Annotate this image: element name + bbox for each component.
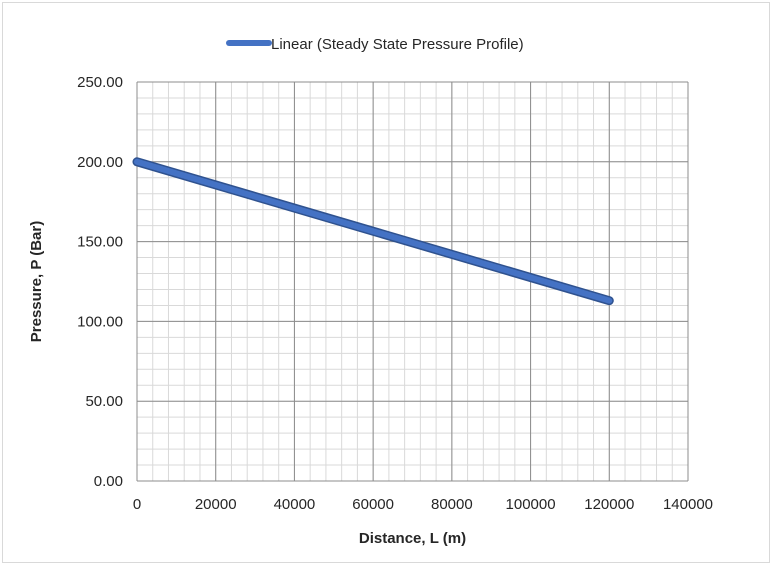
y-tick-label: 150.00 — [77, 234, 123, 251]
legend: Linear (Steady State Pressure Profile) — [226, 36, 524, 53]
legend-label: Linear (Steady State Pressure Profile) — [271, 36, 524, 53]
y-tick-label: 250.00 — [77, 74, 123, 91]
plot-series — [132, 157, 614, 306]
x-tick-label: 140000 — [663, 496, 713, 513]
axes: 0 20000 40000 60000 80000 100000 120000 140000 0… — [77, 74, 713, 513]
y-tick-label: 100.00 — [77, 313, 123, 330]
x-tick-label: 40000 — [274, 496, 316, 513]
y-tick-label: 0.00 — [94, 473, 123, 490]
x-tick-label: 0 — [133, 496, 141, 513]
y-tick-label: 200.00 — [77, 154, 123, 171]
x-tick-label: 100000 — [506, 496, 556, 513]
chart-svg: 0 20000 40000 60000 80000 100000 120000 140000 0… — [28, 36, 713, 547]
grid — [136, 81, 689, 482]
series-line — [134, 158, 613, 304]
x-tick-label: 120000 — [584, 496, 634, 513]
y-axis-title: Pressure, P (Bar) — [28, 221, 45, 342]
x-tick-label: 20000 — [195, 496, 237, 513]
y-tick-label: 50.00 — [85, 393, 123, 410]
x-tick-label: 80000 — [431, 496, 473, 513]
x-tick-label: 60000 — [352, 496, 394, 513]
x-axis-title: Distance, L (m) — [359, 530, 466, 547]
